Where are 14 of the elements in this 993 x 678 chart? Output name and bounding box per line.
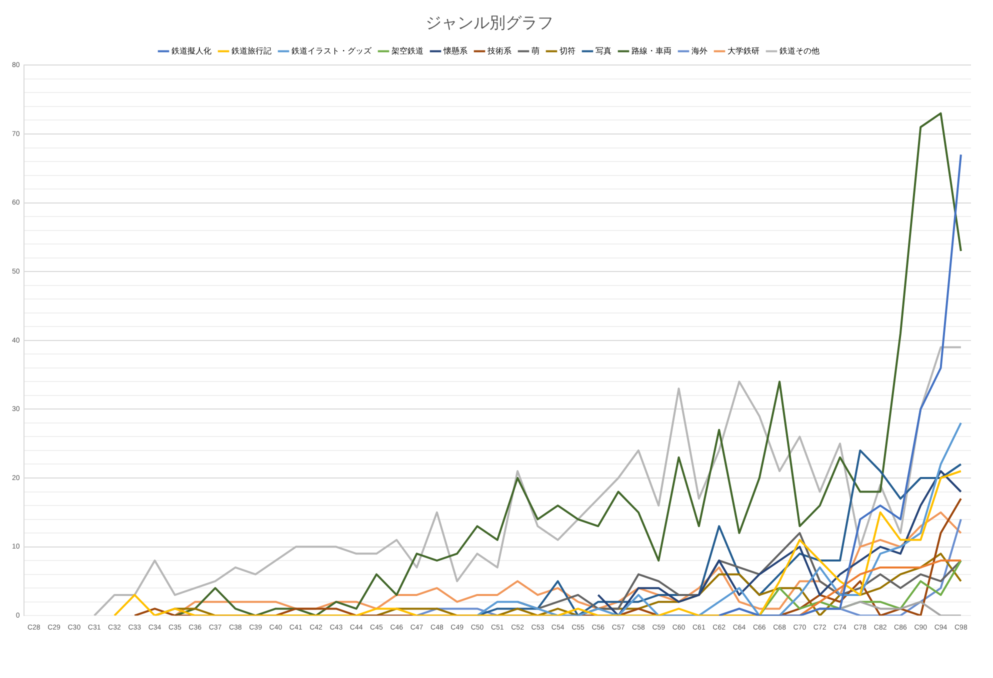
legend-label: 技術系: [486, 46, 512, 56]
legend-label: 萌: [532, 46, 540, 56]
legend-label: 架空鉄道: [392, 46, 424, 56]
legend-label: 鉄道旅行記: [232, 46, 272, 56]
legend-label: 鉄道イラスト・グッズ: [292, 46, 372, 56]
legend-label: 大学鉄研: [728, 46, 760, 56]
legend-label: 路線・車両: [632, 46, 672, 56]
legend-label: 海外: [692, 46, 708, 56]
chart-title: ジャンル別グラフ: [426, 15, 554, 32]
legend-label: 鉄道擬人化: [172, 46, 212, 56]
legend-label: 写真: [596, 46, 612, 56]
legend-label: 鉄道その他: [780, 46, 820, 56]
legend-label: 懐懸系: [442, 46, 468, 56]
legend-label: 切符: [560, 46, 576, 56]
